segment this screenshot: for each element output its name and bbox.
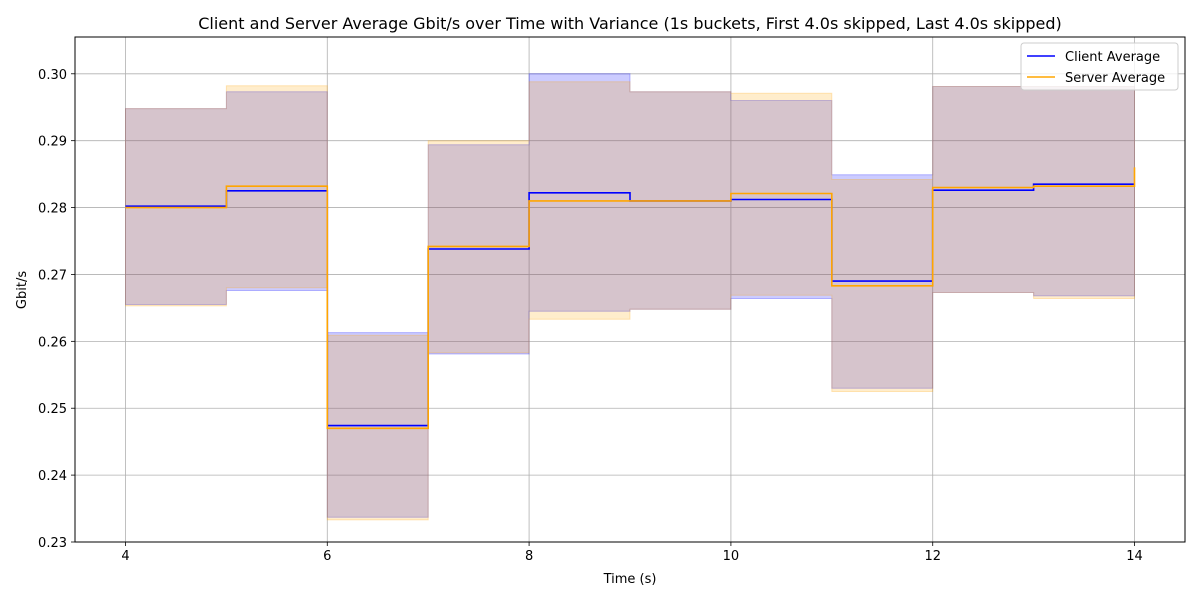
series-line <box>125 167 1136 430</box>
y-axis-ticks: 0.23 0.24 0.25 0.26 0.27 0.28 0.29 0.30 <box>38 68 75 551</box>
y-tick-label: 0.24 <box>38 469 67 484</box>
legend-label: Server Average <box>1065 71 1165 86</box>
variance-band <box>125 73 1135 518</box>
plot-frame <box>74 36 1186 543</box>
y-tick-label: 0.23 <box>38 536 67 551</box>
y-tick-label: 0.25 <box>38 402 67 417</box>
x-axis-label: Time (s) <box>603 572 657 587</box>
y-tick-label: 0.27 <box>38 268 67 283</box>
x-tick-label: 8 <box>525 549 533 564</box>
variance-bands <box>125 73 1135 521</box>
y-tick-label: 0.28 <box>38 202 67 217</box>
x-tick-label: 6 <box>323 549 331 564</box>
y-tick-label: 0.26 <box>38 335 67 350</box>
series-lines <box>125 167 1136 430</box>
variance-band <box>125 81 1135 521</box>
chart-title: Client and Server Average Gbit/s over Ti… <box>198 14 1062 33</box>
x-tick-label: 4 <box>121 549 129 564</box>
x-tick-label: 10 <box>723 549 740 564</box>
x-axis-ticks: 4 6 8 10 12 14 <box>121 542 1143 564</box>
y-tick-label: 0.30 <box>38 68 67 83</box>
y-tick-label: 0.29 <box>38 135 67 150</box>
y-axis-label: Gbit/s <box>15 271 30 309</box>
x-tick-label: 12 <box>924 549 941 564</box>
legend-label: Client Average <box>1065 50 1160 65</box>
legend-box <box>1020 42 1179 91</box>
legend: Client Average Server Average <box>1020 42 1179 91</box>
x-tick-label: 14 <box>1126 549 1143 564</box>
